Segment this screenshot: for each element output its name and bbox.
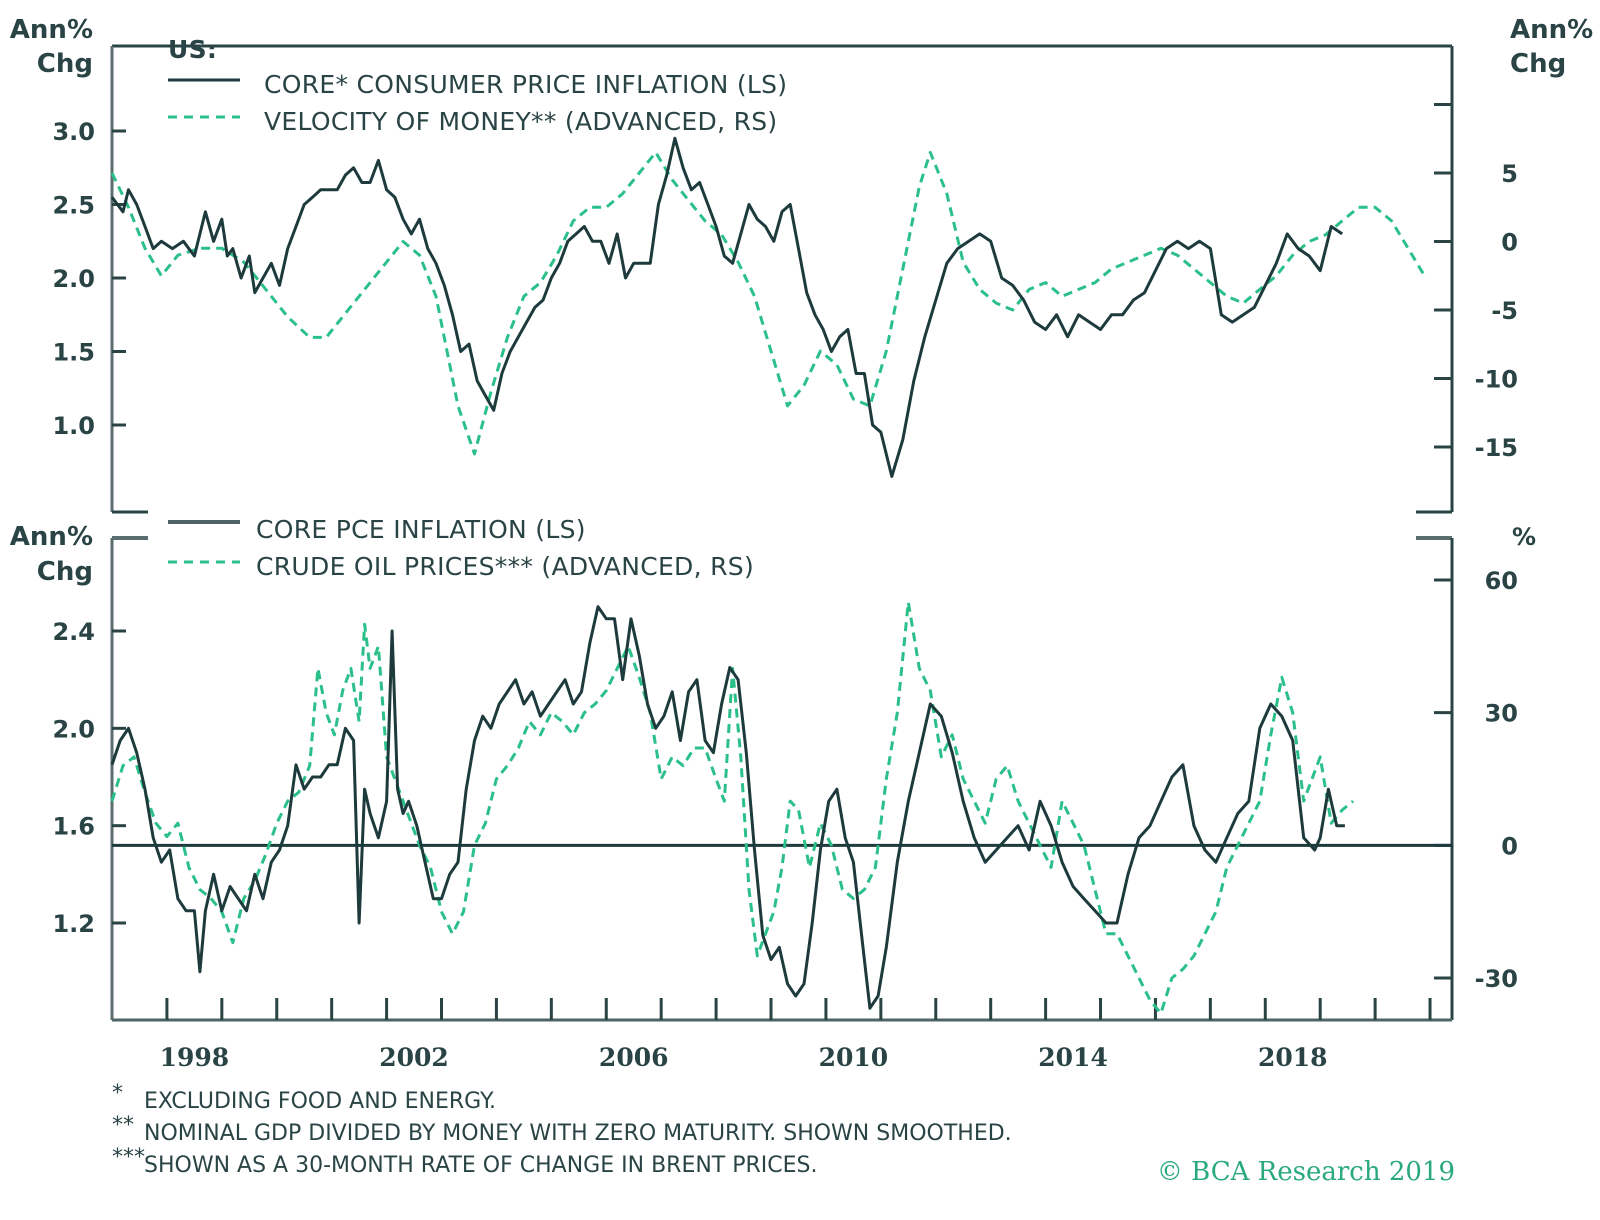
top-left-axis-title-1: Ann% xyxy=(10,15,93,45)
top-right-axis-title-1: Ann% xyxy=(1510,15,1593,45)
top-right-tick-label: -5 xyxy=(1491,297,1518,325)
footnote-2-text: NOMINAL GDP DIVIDED BY MONEY WITH ZERO M… xyxy=(144,1121,1012,1146)
copyright-notice: © BCA Research 2019 xyxy=(1157,1157,1455,1187)
x-tick-label: 2006 xyxy=(599,1043,669,1072)
top-left-axis-title-2: Chg xyxy=(37,49,93,79)
top-left-tick-label: 2.5 xyxy=(52,192,95,220)
bottom-right-tick-label: -30 xyxy=(1475,965,1518,993)
top-right-tick-label: 0 xyxy=(1501,229,1518,257)
top-right-tick-label: -15 xyxy=(1475,434,1518,462)
footnote-3-text: SHOWN AS A 30-MONTH RATE OF CHANGE IN BR… xyxy=(144,1153,818,1178)
x-tick-label: 2014 xyxy=(1038,1043,1108,1072)
top-legend-solid-label: CORE* CONSUMER PRICE INFLATION (LS) xyxy=(264,70,787,99)
bottom-left-tick-label: 2.4 xyxy=(52,618,95,646)
bottom-right-tick-label: 0 xyxy=(1501,832,1518,860)
bottom-legend-dashed-label: CRUDE OIL PRICES*** (ADVANCED, RS) xyxy=(256,552,754,581)
top-series-dashed xyxy=(110,150,1426,456)
x-tick-label: 2002 xyxy=(379,1043,449,1072)
bottom-legend-solid-label: CORE PCE INFLATION (LS) xyxy=(256,515,586,544)
top-legend-title: US: xyxy=(168,35,217,64)
top-right-tick-label: -10 xyxy=(1475,366,1518,394)
bottom-left-tick-label: 2.0 xyxy=(52,715,95,743)
bottom-left-axis-title-1: Ann% xyxy=(10,522,93,552)
top-legend-dashed-label: VELOCITY OF MONEY** (ADVANCED, RS) xyxy=(264,107,777,136)
axis-ticks: 1.0 1.5 2.0 2.5 3.0 -15 -10 -5 0 5 1.2 1.6 2.0 2.4 -30… xyxy=(52,103,1518,1072)
top-left-tick-label: 3.0 xyxy=(52,118,95,146)
bottom-right-tick-label: 30 xyxy=(1485,700,1518,728)
bottom-right-axis-title: % xyxy=(1512,523,1536,551)
chart-frame xyxy=(110,44,1454,1022)
x-tick-label: 2018 xyxy=(1258,1043,1328,1072)
top-left-tick-label: 1.0 xyxy=(52,412,95,440)
footnote-3-mark: *** xyxy=(112,1145,145,1170)
top-left-tick-label: 1.5 xyxy=(52,339,95,367)
bottom-series-dashed xyxy=(110,600,1355,1015)
bottom-left-tick-label: 1.2 xyxy=(52,910,95,938)
top-right-axis-title-2: Chg xyxy=(1510,49,1566,79)
footnote-1-text: EXCLUDING FOOD AND ENERGY. xyxy=(144,1089,496,1114)
top-series-solid xyxy=(110,136,1344,478)
footnote-2-mark: ** xyxy=(112,1113,134,1138)
series-layer xyxy=(110,136,1452,1015)
x-tick-label: 2010 xyxy=(819,1043,889,1072)
x-tick-label: 1998 xyxy=(160,1043,230,1072)
bottom-series-solid xyxy=(110,605,1345,1010)
top-right-tick-label: 5 xyxy=(1501,160,1518,188)
bottom-left-tick-label: 1.6 xyxy=(52,813,95,841)
top-left-tick-label: 2.0 xyxy=(52,265,95,293)
bottom-right-tick-label: 60 xyxy=(1485,567,1518,595)
footnote-1-mark: * xyxy=(112,1081,123,1106)
bottom-left-axis-title-2: Chg xyxy=(37,557,93,587)
